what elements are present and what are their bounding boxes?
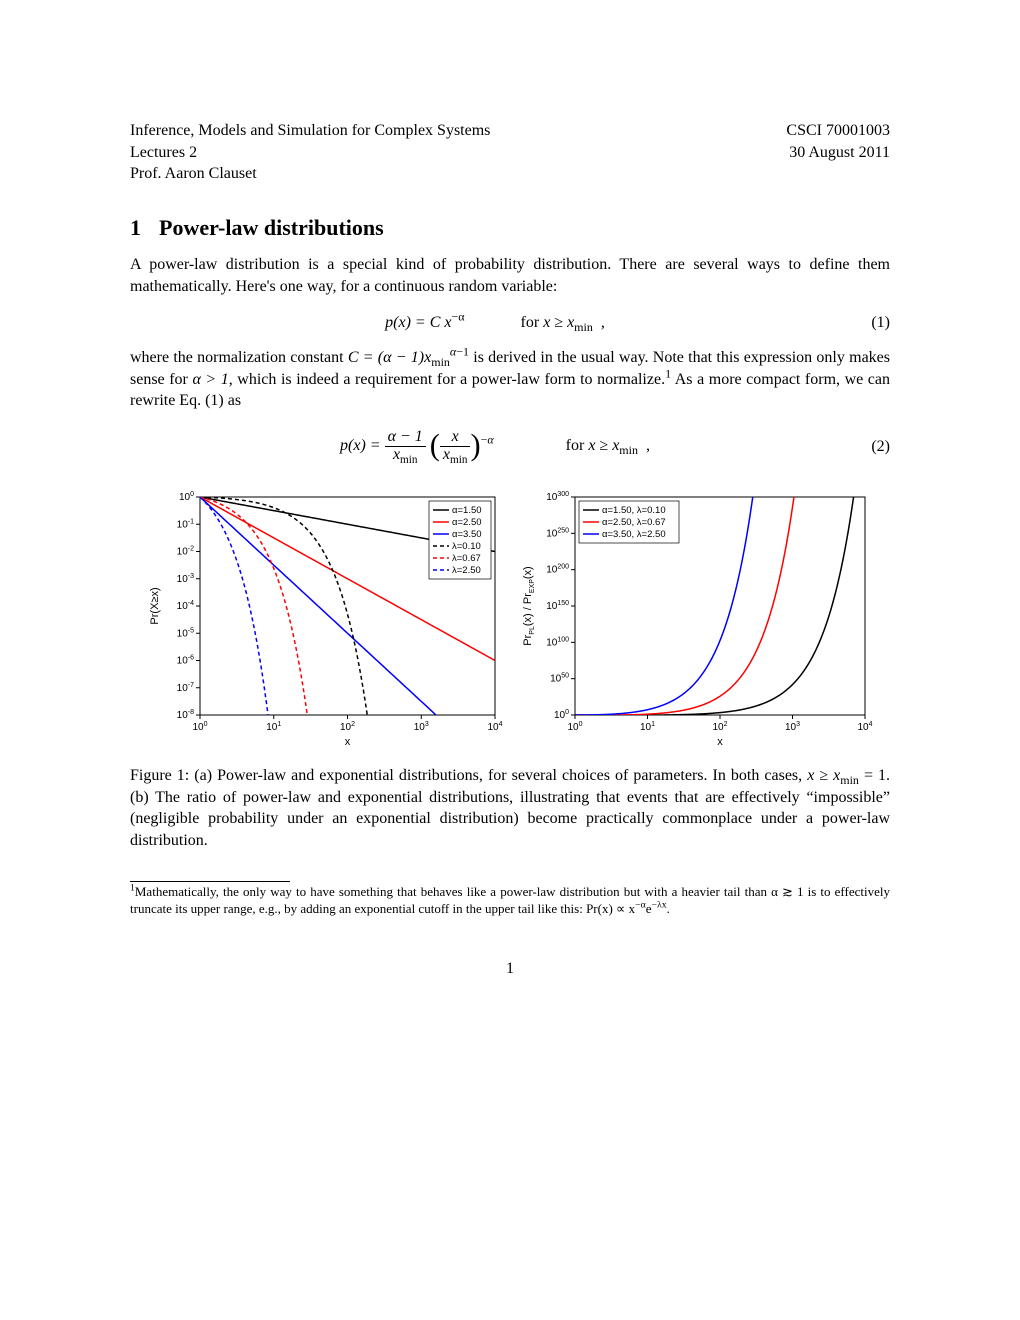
chart-right: 100 101 102 103 104 100 1050 10100 10150 10200 102… (515, 487, 875, 747)
svg-text:x: x (345, 736, 351, 747)
svg-text:α=3.50: α=3.50 (452, 529, 482, 540)
svg-text:10-7: 10-7 (177, 682, 194, 694)
paragraph-2: where the normalization constant C = (α … (130, 347, 890, 412)
figure-1-caption: Figure 1: (a) Power-law and exponential … (130, 765, 890, 851)
course-code: CSCI 70001003 (786, 120, 890, 142)
footnote-1: 1Mathematically, the only way to have so… (130, 884, 890, 918)
svg-text:λ=0.67: λ=0.67 (452, 553, 481, 564)
equation-2: p(x) = α − 1xmin (xxmin)−α for x ≥ xmin … (130, 426, 890, 467)
svg-text:10300: 10300 (546, 491, 569, 503)
lecture-label: Lectures 2 (130, 142, 490, 164)
svg-text:1050: 1050 (550, 673, 569, 685)
svg-text:100: 100 (179, 491, 194, 503)
svg-text:10-5: 10-5 (177, 627, 194, 639)
doc-header: Inference, Models and Simulation for Com… (130, 120, 890, 185)
figure-1-charts: 100 101 102 103 104 10-8 10-7 10-6 10-5 10-4 10-3 1… (130, 487, 890, 747)
svg-text:α=2.50: α=2.50 (452, 517, 482, 528)
svg-text:α=1.50: α=1.50 (452, 505, 482, 516)
svg-text:10150: 10150 (546, 600, 569, 612)
svg-text:α=2.50, λ=0.67: α=2.50, λ=0.67 (602, 517, 666, 528)
svg-text:100: 100 (554, 709, 569, 721)
eq2-body: p(x) = α − 1xmin (xxmin)−α for x ≥ xmin … (340, 437, 650, 454)
svg-text:10-2: 10-2 (177, 546, 194, 558)
svg-text:101: 101 (266, 721, 281, 733)
svg-text:10-3: 10-3 (177, 573, 194, 585)
section-number: 1 (130, 215, 141, 240)
svg-text:Pr(X≥x): Pr(X≥x) (149, 587, 161, 624)
svg-text:10-1: 10-1 (177, 518, 194, 530)
svg-text:10-6: 10-6 (177, 655, 194, 667)
course-title: Inference, Models and Simulation for Com… (130, 120, 490, 142)
svg-text:x: x (717, 736, 723, 747)
svg-text:104: 104 (487, 721, 502, 733)
page-number: 1 (130, 958, 890, 980)
svg-text:10250: 10250 (546, 527, 569, 539)
svg-text:10-8: 10-8 (177, 709, 194, 721)
chart-left: 100 101 102 103 104 10-8 10-7 10-6 10-5 10-4 10-3 1… (145, 487, 505, 747)
svg-text:101: 101 (640, 721, 655, 733)
svg-text:102: 102 (712, 721, 727, 733)
footnote-rule (130, 881, 290, 882)
section-heading: 1 Power-law distributions (130, 213, 890, 243)
svg-text:100: 100 (567, 721, 582, 733)
svg-text:α=3.50, λ=2.50: α=3.50, λ=2.50 (602, 529, 666, 540)
paragraph-1: A power-law distribution is a special ki… (130, 254, 890, 297)
eq2-number: (2) (860, 436, 890, 458)
eq1-number: (1) (860, 312, 890, 334)
svg-text:103: 103 (414, 721, 429, 733)
svg-text:103: 103 (785, 721, 800, 733)
svg-text:102: 102 (340, 721, 355, 733)
svg-text:10-4: 10-4 (177, 600, 194, 612)
svg-text:10100: 10100 (546, 636, 569, 648)
svg-text:10200: 10200 (546, 564, 569, 576)
svg-text:100: 100 (192, 721, 207, 733)
svg-text:λ=2.50: λ=2.50 (452, 565, 481, 576)
prof-name: Prof. Aaron Clauset (130, 163, 490, 185)
svg-text:α=1.50, λ=0.10: α=1.50, λ=0.10 (602, 505, 666, 516)
eq1-body: p(x) = C x−α for x ≥ xmin , (385, 314, 605, 331)
equation-1: p(x) = C x−α for x ≥ xmin , (1) (130, 312, 890, 334)
svg-text:PrPL(x) / PrEXP(x): PrPL(x) / PrEXP(x) (522, 566, 536, 645)
svg-text:λ=0.10: λ=0.10 (452, 541, 481, 552)
section-title: Power-law distributions (159, 215, 384, 240)
doc-date: 30 August 2011 (786, 142, 890, 164)
svg-text:104: 104 (857, 721, 872, 733)
